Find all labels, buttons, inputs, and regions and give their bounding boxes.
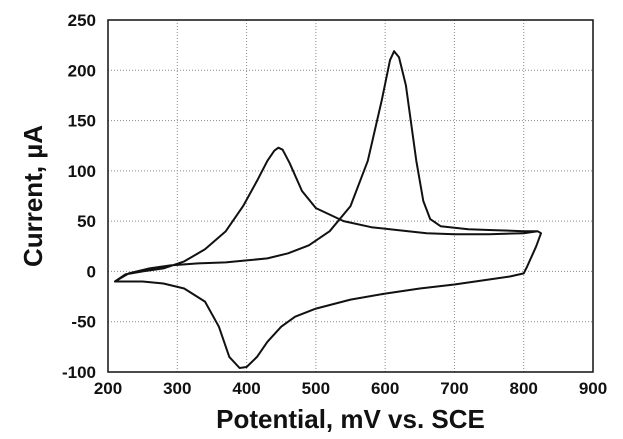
voltammogram-curve — [113, 50, 542, 369]
x-tick-label: 900 — [579, 379, 607, 398]
y-tick-label: -100 — [62, 363, 96, 382]
plot-frame — [107, 19, 594, 373]
x-tick-label: 200 — [94, 379, 122, 398]
y-tick-label: 150 — [68, 112, 96, 131]
x-tick-label: 800 — [510, 379, 538, 398]
x-tick-label: 600 — [371, 379, 399, 398]
x-tick-label: 300 — [163, 379, 191, 398]
y-tick-label: -50 — [71, 313, 96, 332]
y-axis-title: Current, µA — [18, 125, 48, 267]
y-tick-label: 0 — [87, 262, 96, 281]
y-tick-label: 250 — [68, 11, 96, 30]
x-tick-labels: 200 300 400 500 600 700 800 900 — [94, 379, 607, 398]
x-axis-title: Potential, mV vs. SCE — [216, 404, 485, 434]
x-tick-label: 500 — [302, 379, 330, 398]
grid — [108, 20, 593, 372]
y-tick-label: 100 — [68, 162, 96, 181]
y-tick-label: 200 — [68, 61, 96, 80]
x-tick-label: 400 — [232, 379, 260, 398]
series-layer — [113, 50, 542, 369]
y-tick-label: 50 — [77, 212, 96, 231]
x-tick-label: 700 — [440, 379, 468, 398]
y-tick-labels: 250 200 150 100 50 0 -50 -100 — [62, 11, 96, 382]
